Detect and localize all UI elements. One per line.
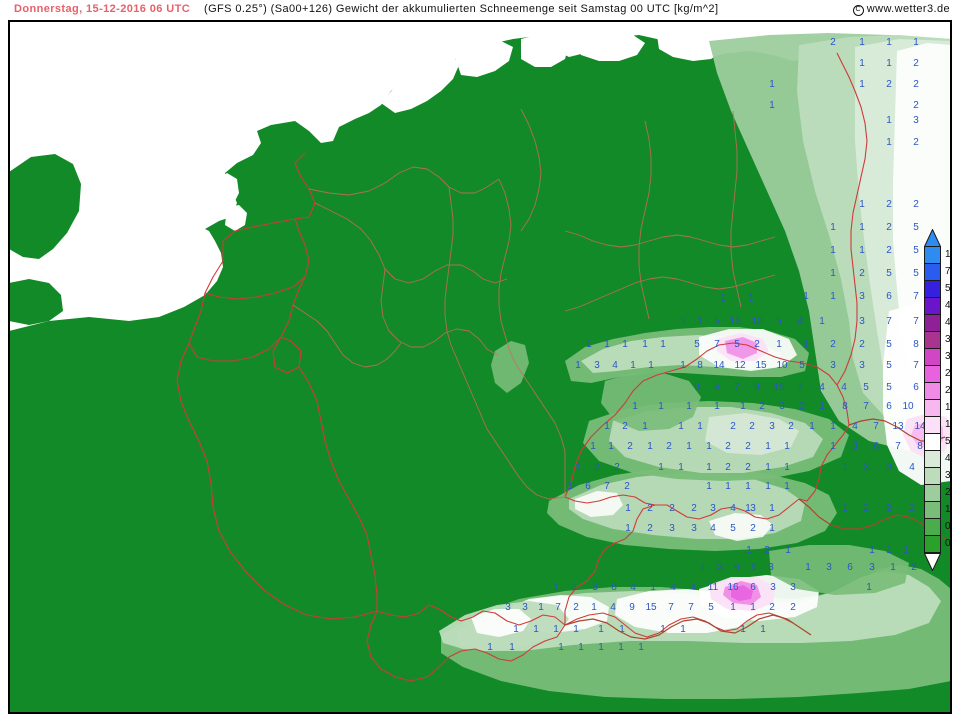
- legend-swatch-25[interactable]: [924, 366, 941, 383]
- legend-label-50: 50: [945, 283, 951, 294]
- sea-baltic-west: [521, 35, 569, 67]
- map-header: Donnerstag, 15-12-2016 06 UTC (GFS 0.25°…: [0, 0, 960, 20]
- legend-label-40: 40: [945, 317, 951, 328]
- precip-foothills-white-2: [709, 513, 773, 541]
- legend-swatch-15[interactable]: [924, 400, 941, 417]
- precip-bohemia-link: [601, 373, 701, 431]
- legend-swatch-4[interactable]: [924, 451, 941, 468]
- legend-swatch-40[interactable]: [924, 315, 941, 332]
- legend-label-35: 35: [945, 334, 951, 345]
- landmass-britain: [9, 154, 81, 259]
- sea-north-sea-bay: [191, 227, 223, 295]
- legend-top-arrow: [923, 228, 942, 247]
- forecast-datetime: Donnerstag, 15-12-2016 06 UTC: [14, 3, 191, 15]
- model-description: (GFS 0.25°) (Sa00+126) Gewicht der akkum…: [204, 3, 719, 15]
- legend-label-30: 30: [945, 351, 951, 362]
- landmass-britain-south: [9, 279, 63, 325]
- sea-denmark-inlet: [455, 41, 513, 77]
- legend-swatch-2[interactable]: [924, 485, 941, 502]
- legend-swatch-1[interactable]: [924, 502, 941, 519]
- precip-bavaria-patch: [491, 341, 529, 393]
- legend-label-15: 15: [945, 402, 951, 413]
- precip-mid-patch-3: [705, 413, 799, 455]
- legend-label-25: 25: [945, 368, 951, 379]
- legend-swatch-35[interactable]: [924, 332, 941, 349]
- legend-label-5: 5: [945, 436, 951, 447]
- legend-swatch-10[interactable]: [924, 417, 941, 434]
- legend-label-100: 100: [945, 249, 951, 260]
- legend-label-10: 10: [945, 419, 951, 430]
- legend-swatch-30[interactable]: [924, 349, 941, 366]
- legend-label-3: 3: [945, 470, 951, 481]
- sea-ijsselmeer: [225, 205, 247, 231]
- legend-label-4: 4: [945, 453, 951, 464]
- legend-swatch-100[interactable]: [924, 247, 941, 264]
- sea-baltic-east: [657, 35, 723, 61]
- legend-swatch-50[interactable]: [924, 281, 941, 298]
- precip-alps-magenta: [731, 585, 753, 601]
- legend-label-0-1: 0.1: [945, 538, 951, 549]
- legend-swatch-0-1[interactable]: [924, 536, 941, 553]
- legend-bottom-arrow: [923, 553, 942, 572]
- sea-german-bight: [381, 55, 459, 113]
- legend-label-2: 2: [945, 487, 951, 498]
- legend-swatch-45[interactable]: [924, 298, 941, 315]
- legend-swatch-3[interactable]: [924, 468, 941, 485]
- legend-swatch-75[interactable]: [924, 264, 941, 281]
- map-graphics: [9, 21, 951, 713]
- snow-weight-legend[interactable]: 100 75 50 45 40 35 30 25 20 15 10 5 4 3 2 1 0.5 0.1: [923, 228, 951, 572]
- precip-alps-sw-white: [471, 609, 531, 637]
- sea-zuiderzee: [213, 173, 239, 207]
- legend-label-20: 20: [945, 385, 951, 396]
- precip-south-patch: [769, 545, 909, 595]
- sea-baltic-mid: [575, 33, 645, 61]
- legend-label-45: 45: [945, 300, 951, 311]
- legend-swatch-0-5[interactable]: [924, 519, 941, 536]
- copyright-icon: C: [852, 5, 864, 16]
- legend-label-75: 75: [945, 266, 951, 277]
- country-borders: [176, 52, 946, 682]
- legend-color-bar: [924, 247, 941, 553]
- copyright-text: www.wetter3.de: [866, 3, 950, 15]
- legend-swatch-20[interactable]: [924, 383, 941, 400]
- legend-label-1: 1: [945, 504, 951, 515]
- legend-swatch-5[interactable]: [924, 434, 941, 451]
- map-frame: [9, 21, 951, 713]
- legend-label-0-5: 0.5: [945, 521, 951, 532]
